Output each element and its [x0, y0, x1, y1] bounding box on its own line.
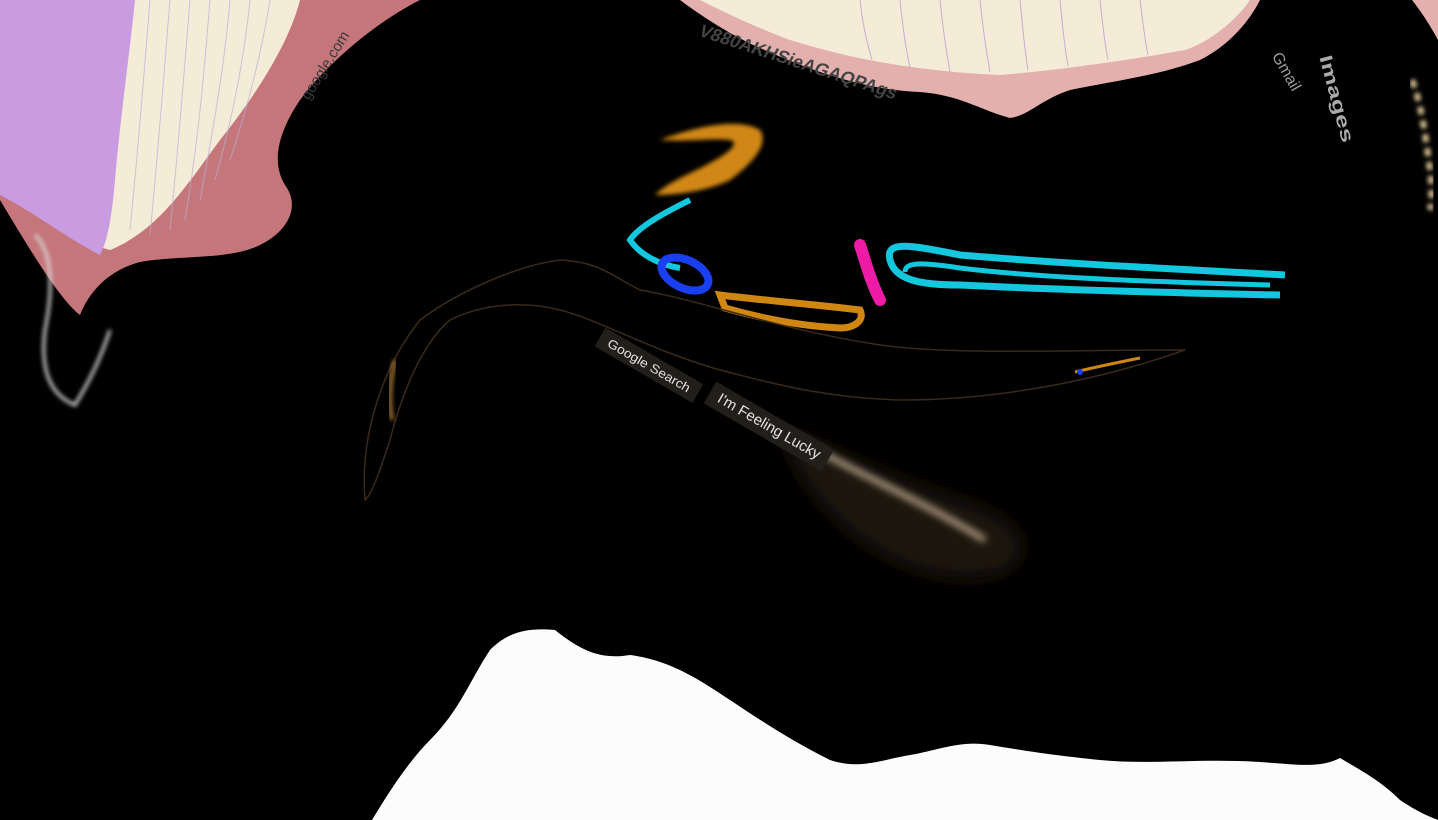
corner-sliver: [1412, 0, 1438, 40]
mic-icon-dot: [1077, 369, 1083, 375]
browser-tab-right[interactable]: [680, 0, 1260, 118]
logo-letter-e: [885, 242, 1286, 299]
mic-icon[interactable]: [1074, 356, 1141, 374]
left-squiggle: [33, 233, 112, 407]
search-icon[interactable]: [387, 359, 397, 421]
bottom-footer: [372, 629, 1438, 820]
logo-letter-g-orange: [714, 290, 865, 332]
browser-tab-left[interactable]: [0, 0, 420, 315]
logo-letter-o-blue: [657, 253, 713, 295]
logo-letter-g: [655, 123, 763, 195]
apps-icon[interactable]: [1409, 78, 1435, 211]
logo-letter-e-inner: [902, 261, 1271, 288]
google-logo: [626, 123, 1286, 332]
search-box[interactable]: [363, 259, 1186, 502]
logo-letter-l: [854, 239, 886, 306]
